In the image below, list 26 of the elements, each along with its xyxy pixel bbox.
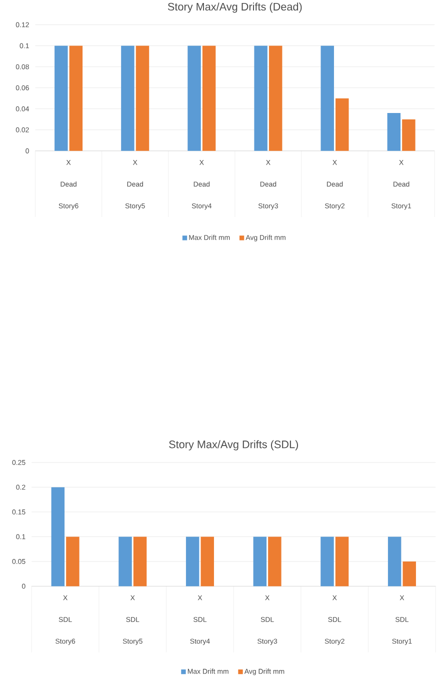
bar [202,46,216,151]
bar [388,536,402,586]
bar [387,113,401,151]
bar [320,536,334,586]
bar [188,46,201,151]
bar [335,536,349,586]
bar [69,46,83,151]
bar [51,487,65,586]
bar [402,561,416,586]
bar [66,536,80,586]
bar [118,536,132,586]
bar [320,46,334,151]
bar [200,536,214,586]
bar [253,536,267,586]
bar [402,119,416,151]
chart-title: Story Max/Avg Drifts (Dead) [168,2,302,13]
bar [133,536,147,586]
bar [269,46,282,151]
bar [54,46,68,151]
chart-title: Story Max/Avg Drifts (SDL) [169,440,298,450]
bar [336,98,349,151]
bar [136,46,150,151]
bar [186,536,200,586]
bar [254,46,268,151]
bar [268,536,282,586]
bar [121,46,134,151]
